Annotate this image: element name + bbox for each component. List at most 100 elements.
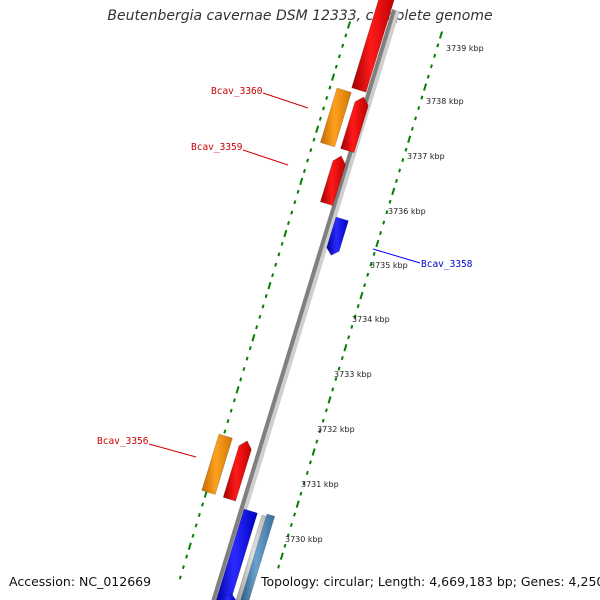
outer-tick-mark: [398, 168, 402, 173]
inner-tick-mark: [274, 262, 278, 267]
scale-label-track: 3739 kbp 3738 kbp 3737 kbp 3736 kbp 3735 kbp…: [285, 44, 484, 544]
outer-tick-mark: [375, 239, 380, 248]
outer-tick-mark: [404, 147, 408, 152]
inner-tick-mark: [255, 325, 259, 330]
outer-tick-mark: [321, 418, 325, 423]
outer-tick-mark: [359, 291, 364, 300]
outer-tick-mark: [350, 324, 354, 329]
inner-tick-mark: [201, 502, 205, 507]
scale-label: 3733 kbp: [334, 370, 372, 379]
gene-label[interactable]: Bcav_3356: [97, 436, 149, 447]
outer-tick-mark: [385, 210, 389, 215]
inner-tick-mark: [229, 408, 233, 413]
inner-tick-mark: [277, 252, 281, 257]
scale-label: 3732 kbp: [317, 425, 355, 434]
inner-tick-mark: [328, 85, 332, 90]
gene-arrow[interactable]: [320, 155, 346, 206]
scale-label: 3738 kbp: [426, 97, 464, 106]
inner-tick-mark: [334, 64, 338, 69]
gene-callout-line: [242, 149, 289, 166]
inner-tick-mark: [267, 281, 272, 290]
gene-arrow[interactable]: [320, 87, 352, 148]
outer-tick-mark: [340, 356, 344, 361]
inner-tick-mark: [197, 512, 201, 517]
genome-summary-text: Topology: circular; Length: 4,669,183 bp…: [261, 574, 600, 589]
gene-arrow[interactable]: [222, 440, 252, 502]
inner-tick-mark: [306, 158, 310, 163]
inner-tick-mark: [245, 356, 249, 361]
outer-tick-mark: [324, 408, 328, 413]
scale-label: 3737 kbp: [407, 152, 445, 161]
inner-tick-mark: [341, 43, 345, 48]
gene-callout-line: [262, 92, 309, 109]
inner-tick-track: [178, 21, 352, 580]
inner-tick-mark: [287, 221, 290, 226]
outer-tick-mark: [372, 251, 376, 256]
inner-tick-mark: [239, 377, 243, 382]
inner-tick-mark: [261, 304, 265, 309]
outer-tick-mark: [363, 283, 367, 288]
inner-tick-mark: [318, 116, 322, 121]
inner-tick-mark: [242, 366, 246, 372]
inner-tick-mark: [203, 490, 208, 498]
outer-tick-mark: [420, 95, 424, 100]
outer-tick-mark: [414, 116, 418, 121]
inner-tick-mark: [226, 419, 230, 424]
inner-tick-mark: [337, 54, 341, 59]
gene-arrow[interactable]: [340, 96, 369, 153]
inner-tick-mark: [271, 273, 275, 278]
scale-label: 3730 kbp: [285, 535, 323, 544]
gene-arrow[interactable]: [326, 216, 349, 256]
outer-tick-mark: [283, 543, 287, 548]
gene-arrow[interactable]: [220, 593, 237, 600]
outer-tick-mark: [305, 470, 309, 475]
outer-tick-mark: [401, 158, 405, 163]
outer-tick-mark: [302, 481, 306, 486]
inner-tick-mark: [258, 314, 262, 319]
gene-label[interactable]: Bcav_3358: [421, 259, 473, 270]
outer-tick-mark: [295, 500, 300, 508]
outer-tick-mark: [423, 83, 428, 91]
gene-callouts: Bcav_3360 Bcav_3359 Bcav_3358 Bcav_3356: [97, 86, 473, 458]
outer-tick-mark: [356, 304, 360, 309]
gene-label[interactable]: Bcav_3359: [191, 142, 243, 153]
inner-tick-mark: [178, 575, 182, 580]
outer-tick-mark: [433, 53, 437, 58]
inner-tick-mark: [344, 33, 348, 38]
inner-tick-mark: [248, 346, 252, 351]
outer-tick-track: [277, 31, 444, 569]
inner-tick-mark: [302, 168, 306, 173]
inner-tick-mark: [235, 386, 240, 394]
gene-arrow[interactable]: [201, 433, 233, 495]
gene-arrow[interactable]: [215, 508, 258, 600]
inner-tick-mark: [191, 533, 195, 538]
inner-tick-mark: [309, 148, 313, 153]
outer-tick-mark: [318, 429, 322, 434]
outer-tick-mark: [289, 522, 293, 527]
gene-arrow[interactable]: [351, 0, 395, 93]
outer-tick-mark: [436, 43, 440, 48]
gene-callout-line: [372, 248, 421, 264]
inner-tick-mark: [181, 565, 185, 570]
inner-tick-mark: [283, 229, 288, 238]
gene-arrow[interactable]: [240, 513, 276, 600]
inner-tick-mark: [322, 106, 326, 111]
outer-tick-mark: [366, 272, 370, 277]
scale-label: 3731 kbp: [301, 480, 339, 489]
outer-tick-mark: [347, 335, 351, 340]
inner-tick-mark: [187, 542, 192, 550]
gene-callout-line: [148, 443, 197, 458]
gene-label[interactable]: Bcav_3360: [211, 86, 263, 97]
outer-tick-mark: [426, 74, 430, 79]
inner-tick-mark: [232, 398, 236, 403]
gene-track: [201, 0, 395, 600]
outer-tick-mark: [429, 64, 433, 69]
outer-tick-mark: [286, 533, 290, 538]
outer-tick-mark: [293, 512, 297, 517]
scale-label: 3734 kbp: [352, 315, 390, 324]
inner-tick-mark: [315, 125, 320, 133]
accession-text: Accession: NC_012669: [9, 574, 152, 589]
outer-tick-mark: [391, 187, 396, 196]
outer-tick-mark: [331, 387, 335, 392]
